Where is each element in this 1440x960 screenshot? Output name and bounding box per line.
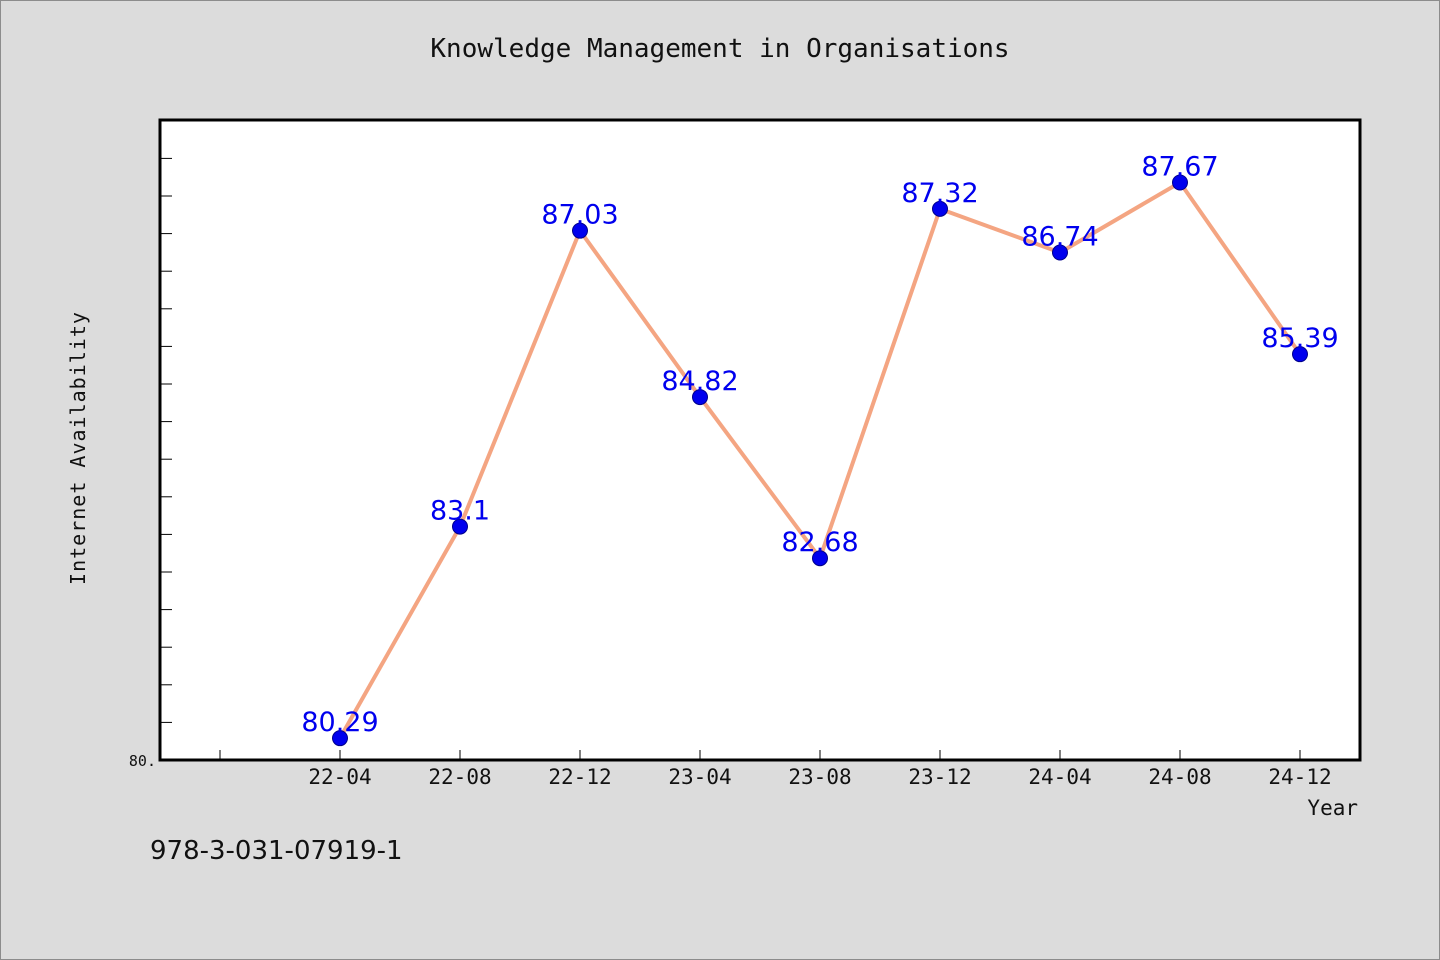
x-tick-label: 22-04: [308, 765, 371, 789]
plot-area: [158, 118, 1362, 762]
x-tick-label: 24-04: [1028, 765, 1091, 789]
x-tick-label: 24-08: [1148, 765, 1211, 789]
data-point: [332, 730, 348, 747]
footer-isbn: 978-3-031-07919-1: [150, 836, 403, 866]
data-label: 82.68: [781, 527, 858, 558]
data-point: [1292, 346, 1308, 363]
chart-title: Knowledge Management in Organisations: [430, 34, 1010, 64]
data-point: [932, 200, 948, 217]
data-label: 86.74: [1021, 222, 1098, 253]
data-point: [1172, 174, 1188, 191]
data-label: 83.1: [430, 496, 490, 527]
data-point: [572, 222, 588, 239]
x-tick-label: 24-12: [1268, 765, 1331, 789]
data-label: 85.39: [1261, 323, 1338, 354]
data-label: 80.29: [301, 707, 378, 738]
x-axis-label: Year: [1307, 796, 1358, 820]
data-label: 84.82: [661, 366, 738, 397]
data-point: [452, 518, 468, 535]
data-point: [812, 550, 828, 567]
data-label: 87.67: [1141, 151, 1218, 182]
x-tick-label: 22-08: [428, 765, 491, 789]
data-point: [692, 389, 708, 406]
data-point: [1052, 244, 1068, 261]
x-tick-label: 22-12: [548, 765, 611, 789]
y-tick-label: 80.: [129, 752, 156, 770]
data-label: 87.32: [901, 178, 978, 209]
x-tick-label: 23-04: [668, 765, 731, 789]
x-tick-label: 23-12: [908, 765, 971, 789]
data-label: 87.03: [541, 200, 618, 231]
x-tick-label: 23-08: [788, 765, 851, 789]
